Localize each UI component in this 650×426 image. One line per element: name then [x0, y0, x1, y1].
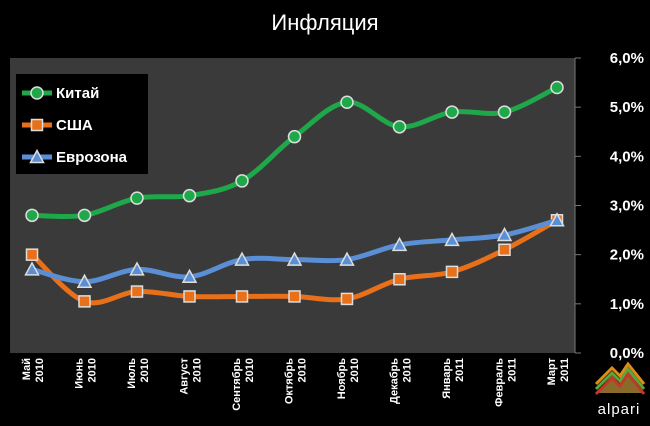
x-tick-label: Ноябрь2010 [336, 358, 361, 399]
data-point-2 [549, 212, 565, 227]
data-point-0 [182, 188, 197, 203]
y-tick-label: 0,0% [610, 345, 644, 362]
data-point-2 [444, 231, 460, 247]
x-tick-month: Июнь [74, 358, 86, 389]
x-tick-month: Март [546, 357, 558, 385]
data-point-0 [392, 120, 407, 134]
x-tick-month: Май [21, 358, 33, 380]
data-point-2 [76, 273, 93, 288]
data-point-0 [25, 208, 39, 223]
data-point-1 [78, 295, 91, 308]
x-tick-label: Октябрь2010 [284, 358, 309, 404]
x-tick-year: 2011 [454, 358, 466, 382]
y-tick-label: 3,0% [610, 198, 644, 215]
legend-marker-2 [29, 148, 45, 164]
x-tick-year: 2010 [139, 358, 151, 382]
data-point-1 [183, 290, 196, 303]
logo-stripe-orange-icon [594, 361, 646, 386]
data-point-1 [498, 243, 511, 256]
alpari-logo: alpari [594, 361, 646, 418]
x-tick-year: 2010 [349, 358, 361, 382]
data-point-0 [287, 129, 302, 144]
data-point-2 [234, 251, 250, 266]
data-point-0 [340, 95, 354, 109]
data-point-1 [393, 273, 406, 286]
legend-label-2: Еврозона [56, 149, 128, 166]
data-point-0 [130, 191, 144, 205]
x-tick-month: Октябрь [284, 358, 296, 404]
y-tick-label: 1,0% [610, 296, 644, 313]
x-tick-month: Август [179, 357, 191, 394]
x-tick-year: 2011 [507, 358, 519, 382]
data-point-0 [77, 208, 92, 223]
data-point-2 [391, 236, 408, 252]
legend-label-0: Китай [56, 85, 99, 102]
x-tick-year: 2010 [192, 358, 204, 382]
x-tick-label: Май2010 [21, 358, 46, 382]
x-tick-month: Сентябрь [231, 358, 243, 411]
x-tick-year: 2010 [34, 358, 46, 382]
logo-text: alpari [598, 401, 641, 418]
x-tick-label: Январь2011 [441, 358, 466, 399]
logo-stripe-green-icon [594, 366, 646, 391]
data-point-0 [497, 105, 512, 119]
data-point-0 [235, 174, 249, 188]
x-tick-year: 2010 [87, 358, 99, 382]
data-point-2 [129, 261, 145, 276]
x-tick-label: Декабрь2010 [389, 358, 414, 404]
x-tick-label: Сентябрь2010 [231, 358, 256, 411]
data-point-1 [25, 248, 39, 261]
data-point-1 [445, 265, 459, 279]
x-tick-label: Февраль2011 [494, 358, 519, 407]
x-tick-month: Ноябрь [336, 358, 348, 399]
data-point-2 [286, 251, 303, 266]
y-tick-label: 5,0% [610, 99, 644, 116]
data-point-2 [496, 226, 513, 242]
x-tick-month: Январь [441, 358, 453, 399]
x-tick-month: Декабрь [389, 358, 401, 404]
data-point-1 [340, 292, 354, 306]
data-point-2 [339, 251, 355, 266]
x-tick-label: Март2011 [546, 357, 571, 385]
legend-marker-1 [30, 118, 44, 132]
data-point-1 [288, 290, 301, 303]
x-tick-year: 2011 [559, 358, 571, 382]
data-point-1 [235, 290, 249, 303]
data-point-2 [24, 261, 40, 276]
x-tick-year: 2010 [297, 358, 309, 382]
data-point-0 [550, 80, 564, 95]
x-tick-month: Февраль [494, 358, 506, 407]
data-point-0 [445, 105, 459, 119]
x-tick-year: 2010 [244, 358, 256, 382]
x-tick-year: 2010 [402, 358, 414, 382]
x-tick-label: Июнь2010 [74, 358, 99, 389]
y-tick-label: 2,0% [610, 247, 644, 264]
x-tick-month: Июль [126, 358, 138, 389]
y-tick-label: 6,0% [610, 50, 644, 67]
x-tick-label: Июль2010 [126, 358, 151, 389]
data-point-1 [130, 285, 144, 298]
x-tick-label: Август2010 [179, 357, 204, 394]
legend-label-1: США [56, 117, 93, 134]
data-point-2 [181, 268, 198, 284]
logo-stripe-red-icon [594, 371, 646, 396]
legend-marker-0 [30, 86, 44, 100]
chart-title: Инфляция [271, 10, 378, 35]
y-tick-label: 4,0% [610, 148, 644, 165]
